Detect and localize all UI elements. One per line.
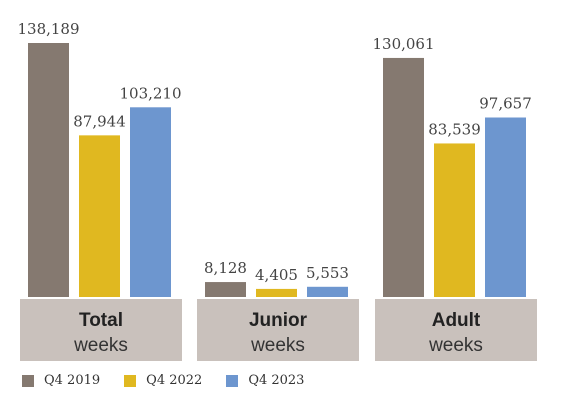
- bar-adult-q4-2022: [434, 143, 475, 297]
- legend-item-q4-2023: Q4 2023: [226, 373, 304, 388]
- bar-junior-q4-2022: [256, 288, 297, 297]
- value-label-adult-q4-2023: 97,657: [479, 95, 532, 113]
- value-label-total-q4-2023: 103,210: [119, 84, 181, 102]
- legend-item-q4-2019: Q4 2019: [22, 373, 100, 388]
- legend-swatch-q4-2023: [226, 374, 239, 387]
- value-label-junior-q4-2023: 5,553: [306, 264, 349, 282]
- legend-label-q4-2022: Q4 2022: [146, 373, 203, 388]
- value-label-junior-q4-2019: 8,128: [204, 259, 247, 277]
- category-label-adult: Adult: [432, 310, 481, 331]
- bar-total-q4-2022: [79, 135, 120, 297]
- legend-label-q4-2023: Q4 2023: [248, 373, 305, 388]
- legend-swatch-q4-2022: [124, 374, 137, 387]
- legend-label-q4-2019: Q4 2019: [44, 373, 101, 388]
- value-label-total-q4-2019: 138,189: [17, 20, 79, 38]
- value-label-adult-q4-2022: 83,539: [428, 120, 481, 138]
- legend-item-q4-2022: Q4 2022: [124, 373, 202, 388]
- bar-adult-q4-2019: [383, 57, 424, 297]
- bar-junior-q4-2019: [205, 282, 246, 297]
- bar-adult-q4-2023: [485, 117, 526, 298]
- value-label-adult-q4-2019: 130,061: [372, 35, 434, 53]
- bars-layer: [28, 43, 526, 298]
- category-box-total: [20, 299, 182, 361]
- legend: Q4 2019 Q4 2022 Q4 2023: [22, 373, 328, 388]
- category-label-junior: Junior: [249, 310, 308, 331]
- bar-junior-q4-2023: [307, 286, 348, 297]
- bar-total-q4-2023: [130, 107, 171, 298]
- category-box-adult: [375, 299, 537, 361]
- value-label-total-q4-2022: 87,944: [73, 112, 126, 130]
- category-sublabel-junior: weeks: [250, 335, 305, 356]
- category-sublabel-total: weeks: [73, 335, 128, 356]
- value-label-junior-q4-2022: 4,405: [255, 266, 298, 284]
- category-sublabel-adult: weeks: [428, 335, 483, 356]
- bar-total-q4-2019: [28, 43, 69, 297]
- category-boxes-layer: Total weeks Junior weeks Adult weeks: [20, 299, 537, 361]
- legend-swatch-q4-2019: [22, 374, 34, 387]
- value-labels-layer: 138,189 87,944 103,210 8,128 4,405 5,553 130,0…: [17, 20, 531, 284]
- category-box-junior: [197, 299, 359, 361]
- category-label-total: Total: [79, 310, 123, 331]
